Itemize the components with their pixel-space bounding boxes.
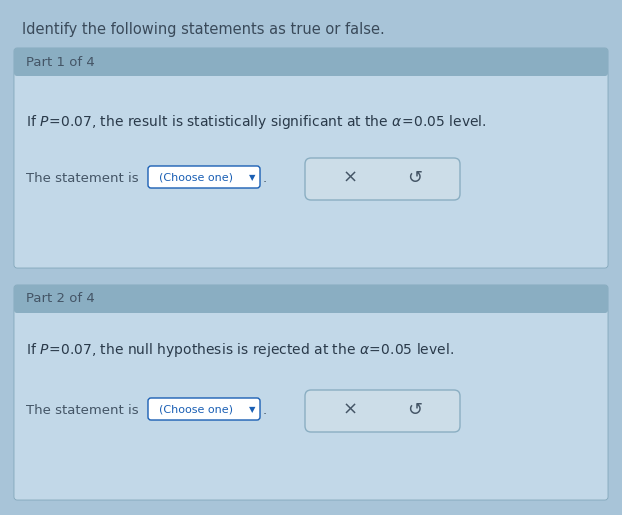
Text: ↺: ↺ bbox=[407, 169, 422, 187]
Text: If $P\!=\!0.07$, the null hypothesis is rejected at the $\alpha\!=\!0.05$ level.: If $P\!=\!0.07$, the null hypothesis is … bbox=[26, 341, 454, 359]
FancyBboxPatch shape bbox=[148, 166, 260, 188]
FancyBboxPatch shape bbox=[14, 285, 608, 313]
FancyBboxPatch shape bbox=[305, 390, 460, 432]
FancyBboxPatch shape bbox=[14, 48, 608, 76]
Text: ×: × bbox=[343, 169, 358, 187]
Text: .: . bbox=[263, 403, 267, 417]
Text: Part 1 of 4: Part 1 of 4 bbox=[26, 56, 95, 68]
Text: ×: × bbox=[343, 401, 358, 419]
Text: The statement is: The statement is bbox=[26, 403, 143, 417]
Text: Identify the following statements as true or false.: Identify the following statements as tru… bbox=[22, 22, 385, 37]
Text: If $P\!=\!0.07$, the result is statistically significant at the $\alpha\!=\!0.05: If $P\!=\!0.07$, the result is statistic… bbox=[26, 113, 486, 131]
FancyBboxPatch shape bbox=[14, 285, 608, 500]
Text: ▼: ▼ bbox=[249, 174, 255, 182]
FancyBboxPatch shape bbox=[305, 158, 460, 200]
Text: (Choose one): (Choose one) bbox=[159, 173, 233, 183]
FancyBboxPatch shape bbox=[148, 398, 260, 420]
Text: (Choose one): (Choose one) bbox=[159, 405, 233, 415]
Text: .: . bbox=[263, 171, 267, 184]
FancyBboxPatch shape bbox=[14, 48, 608, 268]
Text: The statement is: The statement is bbox=[26, 171, 143, 184]
Text: ▼: ▼ bbox=[249, 405, 255, 415]
Text: Part 2 of 4: Part 2 of 4 bbox=[26, 293, 95, 305]
Text: ↺: ↺ bbox=[407, 401, 422, 419]
